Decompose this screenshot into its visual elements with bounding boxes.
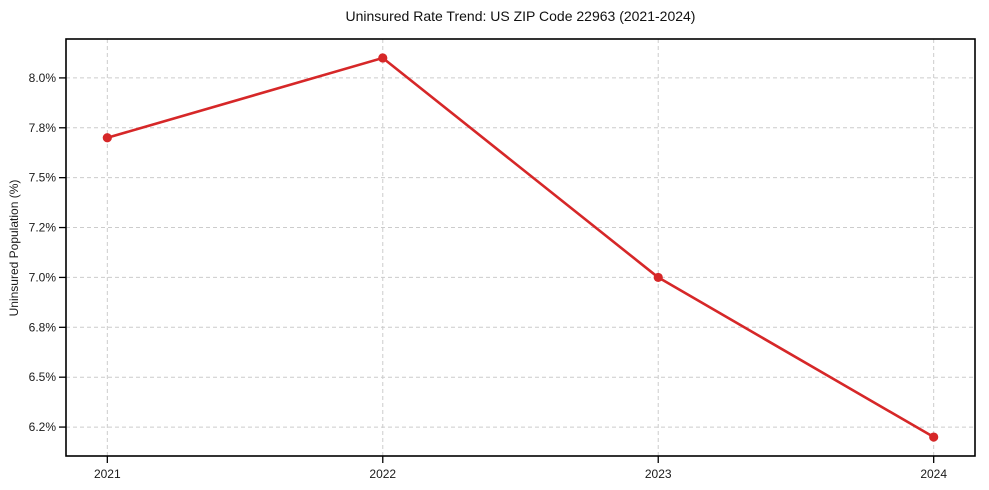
y-tick-label: 6.2% [29, 420, 57, 434]
x-tick-label: 2023 [645, 467, 672, 481]
data-point-marker [653, 272, 663, 283]
data-point-marker [929, 432, 939, 442]
trend-line [106, 56, 935, 439]
axes-box [65, 38, 976, 457]
y-tick-label: 7.2% [29, 221, 57, 235]
y-tick-label: 6.5% [29, 370, 57, 384]
y-tick-label: 7.0% [29, 270, 57, 284]
y-tick-label: 6.8% [29, 320, 57, 334]
data-point-marker [102, 133, 112, 143]
chart-title: Uninsured Rate Trend: US ZIP Code 22963 … [345, 8, 696, 24]
x-tick-label: 2022 [369, 467, 396, 481]
y-tick-label: 8.0% [29, 71, 57, 85]
data-point-marker [378, 53, 388, 63]
y-tick-label: 7.5% [29, 171, 57, 185]
x-tick-label: 2021 [94, 467, 121, 481]
x-tick-label: 2024 [920, 467, 947, 481]
y-axis-label: Uninsured Population (%) [7, 179, 21, 317]
y-tick-label: 7.8% [29, 121, 57, 135]
